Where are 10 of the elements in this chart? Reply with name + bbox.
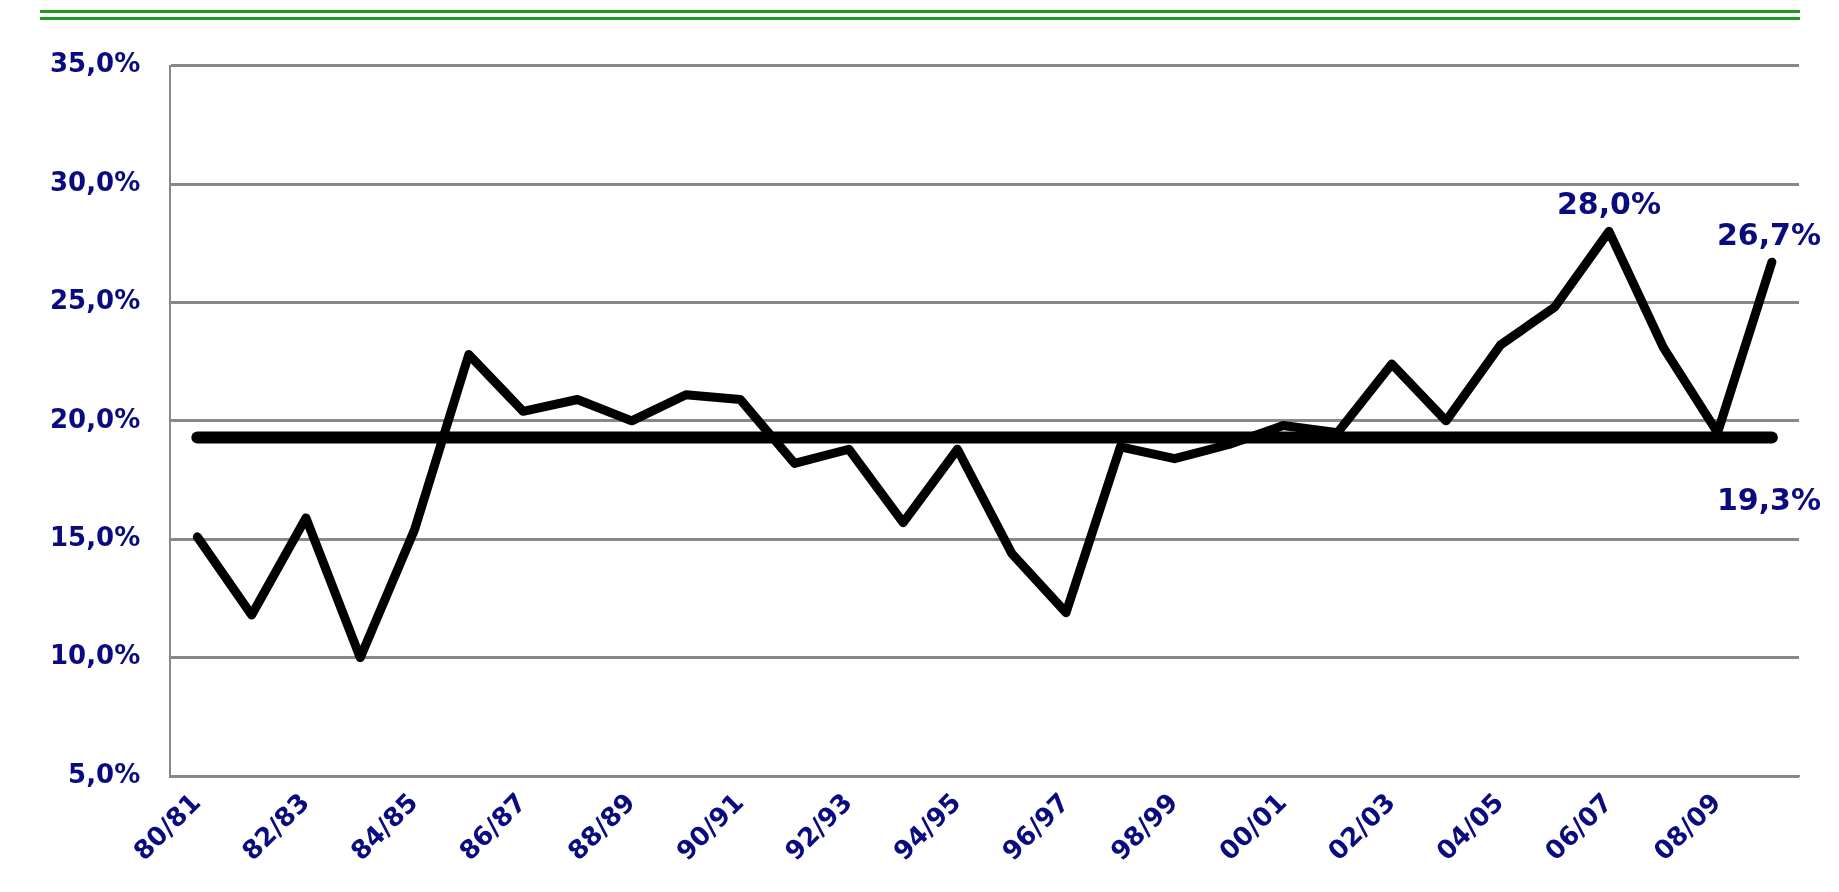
y-tick-label: 5,0% xyxy=(68,758,141,789)
y-tick-label: 15,0% xyxy=(50,521,141,552)
y-tick-label: 10,0% xyxy=(50,640,141,671)
y-tick-label: 30,0% xyxy=(50,166,141,197)
ref-line-label: 19,3% xyxy=(1716,482,1822,518)
y-tick-label: 20,0% xyxy=(50,403,141,434)
y-tick-label: 25,0% xyxy=(50,285,141,316)
data-label: 26,7% xyxy=(1716,216,1822,252)
y-tick-label: 35,0% xyxy=(50,48,141,79)
data-label: 28,0% xyxy=(1556,186,1662,222)
